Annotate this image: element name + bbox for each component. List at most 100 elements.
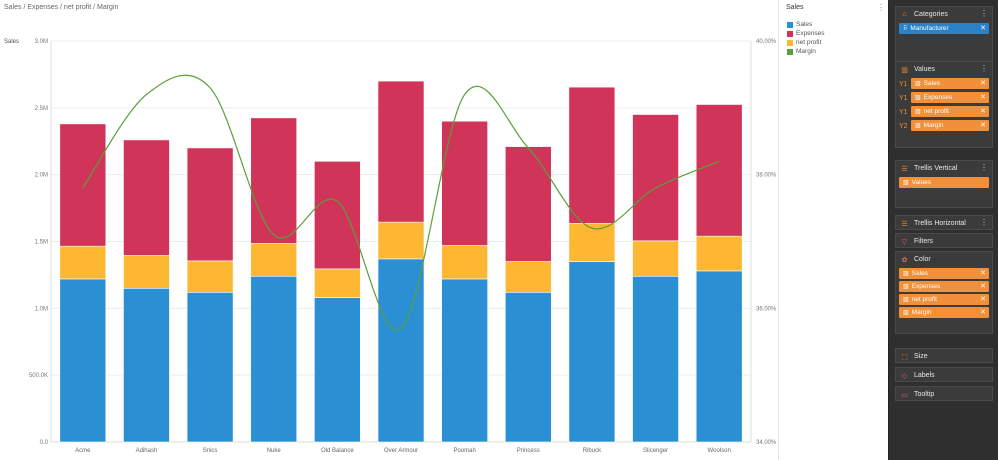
close-icon[interactable]: ✕ [980, 108, 986, 115]
drop-zone[interactable] [896, 320, 992, 333]
y2-tick-label: 34.00% [756, 440, 777, 446]
more-vertical-icon[interactable]: ⋮ [980, 163, 988, 172]
bar-expenses [186, 147, 234, 262]
pill-values[interactable]: ▥ Values [899, 177, 989, 188]
drop-zone[interactable] [896, 190, 992, 207]
legend-item-margin[interactable]: Margin [787, 47, 825, 56]
close-icon[interactable]: ✕ [980, 270, 986, 277]
legend-item-expenses[interactable]: Expenses [787, 29, 825, 38]
pill-manufacturer[interactable]: ⠿ Manufacturer ✕ [899, 23, 989, 34]
close-icon[interactable]: ✕ [980, 122, 986, 129]
y-tick-label: 2.5M [35, 106, 48, 112]
pill-label: Sales [923, 80, 940, 87]
color-pill-expenses[interactable]: ▥ Expenses ✕ [899, 281, 989, 292]
x-tick-label: Acme [75, 448, 91, 454]
axis-tag: Y1 [899, 80, 908, 88]
bar-expenses [377, 80, 425, 223]
more-vertical-icon[interactable]: ⋮ [980, 64, 988, 73]
filters-header[interactable]: ▽ Filters [896, 234, 992, 249]
bar-expenses [504, 146, 552, 262]
color-palette-icon: ✿ [901, 256, 908, 264]
more-vertical-icon[interactable]: ⋮ [980, 9, 988, 18]
bar-chart-icon: ▥ [901, 66, 908, 74]
pill-label: Values [911, 179, 932, 186]
pill-label: Manufacturer [910, 25, 949, 32]
bar-net-profit [441, 245, 488, 280]
drop-zone[interactable] [896, 133, 992, 147]
bar-sales [250, 275, 298, 443]
x-tick-label: Adihash [136, 448, 158, 454]
trellis-horizontal-section: ☰ Trellis Horizontal ⋮ [895, 215, 993, 230]
axis-tag: Y1 [899, 94, 908, 102]
legend-list: Sales Expenses net profit Margin [787, 20, 825, 56]
color-pill-margin[interactable]: ▥ Margin ✕ [899, 307, 989, 318]
categories-section: ⌂ Categories ⋮ ⠿ Manufacturer ✕ [895, 6, 993, 63]
pill-label: Margin [923, 122, 944, 129]
tooltip-header[interactable]: ▭ Tooltip [896, 387, 992, 402]
legend-swatch [787, 30, 793, 37]
color-pill-net-profit[interactable]: ▥ net profit ✕ [899, 294, 989, 305]
pill-label: net profit [911, 296, 937, 303]
values-header[interactable]: ▥ Values ⋮ [896, 62, 992, 77]
bar-net-profit [314, 268, 361, 298]
categories-title: Categories [914, 11, 948, 18]
pill-expenses[interactable]: ▥ Expenses ✕ [911, 92, 989, 103]
more-vertical-icon[interactable]: ⋮ [877, 3, 885, 12]
bar-net-profit [377, 221, 425, 260]
close-icon[interactable]: ✕ [980, 309, 986, 316]
y-tick-label: 1.5M [35, 240, 48, 246]
pill-sales[interactable]: ▥ Sales ✕ [911, 78, 989, 89]
x-tick-label: Princess [517, 448, 540, 454]
values-section: ▥ Values ⋮ Y1 ▥ Sales ✕ Y1 ▥ Expenses ✕ Y1 ▥ net… [895, 61, 993, 148]
tooltip-section: ▭ Tooltip [895, 386, 993, 401]
pill-label: Expenses [923, 94, 953, 101]
y-tick-label: 2.0M [35, 173, 48, 179]
bar-chart-icon: ▥ [903, 284, 909, 290]
values-pill-row: Y2 ▥ Margin ✕ [896, 119, 992, 133]
bar-expenses [123, 139, 170, 256]
legend-item-sales[interactable]: Sales [787, 20, 825, 29]
categories-icon: ⌂ [902, 11, 907, 18]
close-icon[interactable]: ✕ [980, 94, 986, 101]
x-tick-label: Nuke [267, 448, 282, 454]
close-icon[interactable]: ✕ [980, 296, 986, 303]
chart-breadcrumb: Sales / Expenses / net profit / Margin [4, 4, 119, 11]
more-vertical-icon[interactable]: ⋮ [980, 218, 988, 227]
bar-net-profit [632, 240, 679, 277]
bar-sales [568, 261, 616, 443]
size-section: ⬚ Size [895, 348, 993, 363]
categories-header[interactable]: ⌂ Categories ⋮ [896, 7, 992, 22]
drag-handle-icon[interactable]: ⠿ [903, 26, 908, 32]
legend-item-net-profit[interactable]: net profit [787, 38, 825, 47]
bar-sales [632, 275, 679, 443]
bar-net-profit [186, 260, 234, 293]
trellis-horizontal-header[interactable]: ☰ Trellis Horizontal ⋮ [896, 216, 992, 231]
labels-section: ◇ Labels [895, 367, 993, 382]
color-title: Color [914, 256, 931, 263]
bar-chart-icon: ▥ [903, 310, 909, 316]
close-icon[interactable]: ✕ [980, 25, 986, 32]
x-tick-label: Snics [203, 448, 218, 454]
trellis-vertical-header[interactable]: ☰ Trellis Vertical ⋮ [896, 161, 992, 176]
legend-swatch [787, 48, 793, 55]
pill-net-profit[interactable]: ▥ net profit ✕ [911, 106, 989, 117]
bar-expenses [59, 123, 107, 247]
color-pill-sales[interactable]: ▥ Sales ✕ [899, 268, 989, 279]
pill-margin[interactable]: ▥ Margin ✕ [911, 120, 989, 131]
pill-label: Margin [911, 309, 932, 316]
bar-sales [314, 297, 361, 443]
x-tick-label: Poomah [453, 448, 475, 454]
color-header[interactable]: ✿ Color [896, 252, 992, 267]
drop-zone[interactable] [896, 36, 992, 62]
labels-header[interactable]: ◇ Labels [896, 368, 992, 383]
values-title: Values [914, 66, 935, 73]
bar-sales [123, 287, 170, 443]
size-header[interactable]: ⬚ Size [896, 349, 992, 364]
resize-icon: ⬚ [901, 353, 908, 361]
close-icon[interactable]: ✕ [980, 283, 986, 290]
bar-net-profit [123, 255, 170, 289]
y2-tick-label: 36.00% [756, 306, 777, 312]
close-icon[interactable]: ✕ [980, 80, 986, 87]
speech-bubble-icon: ▭ [901, 391, 908, 399]
values-pill-row: Y1 ▥ Sales ✕ [896, 77, 992, 91]
